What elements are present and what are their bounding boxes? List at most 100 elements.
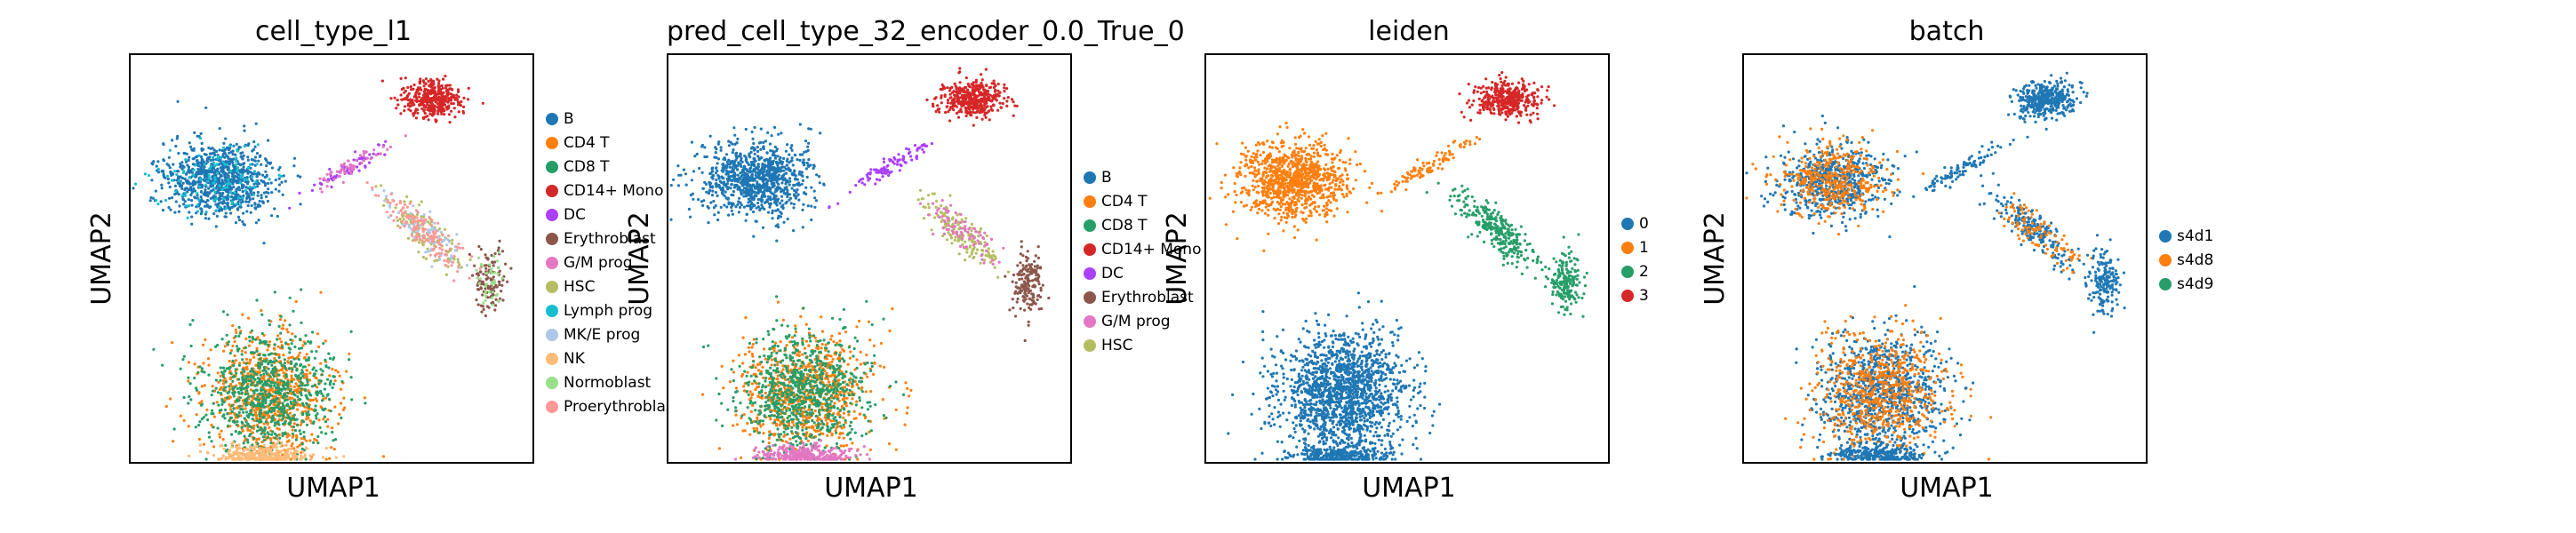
scatter-point: [445, 243, 449, 247]
scatter-point: [768, 197, 772, 201]
scatter-point: [345, 370, 348, 373]
scatter-point: [280, 346, 284, 349]
legend-label: B: [564, 109, 574, 128]
scatter-point: [435, 252, 438, 256]
scatter-point: [388, 205, 392, 209]
scatter-point: [268, 388, 271, 392]
scatter-point: [286, 361, 291, 364]
scatter-point: [444, 264, 448, 267]
scatter-point: [423, 111, 427, 115]
scatter-point: [234, 163, 237, 166]
scatter-point: [724, 183, 727, 187]
scatter-point: [399, 93, 403, 97]
scatter-point: [300, 419, 304, 423]
scatter-point: [288, 396, 292, 400]
scatter-point: [266, 199, 269, 203]
scatter-point: [446, 99, 450, 103]
scatter-point: [280, 441, 284, 444]
scatter-point: [804, 139, 808, 143]
scatter-point: [156, 167, 160, 171]
scatter-point: [228, 208, 232, 211]
scatter-point: [201, 343, 205, 346]
scatter-point: [268, 437, 272, 441]
scatter-point: [249, 171, 252, 174]
scatter-point: [268, 319, 271, 322]
scatter-point: [751, 203, 755, 206]
scatter-point: [740, 183, 744, 187]
scatter-point: [441, 94, 444, 98]
scatter-point: [300, 369, 304, 372]
scatter-point: [252, 448, 256, 451]
scatter-point: [215, 163, 219, 166]
scatter-point: [731, 166, 734, 170]
scatter-point: [236, 347, 239, 351]
scatter-point: [798, 158, 802, 162]
scatter-point: [452, 260, 455, 264]
scatter-point: [172, 427, 176, 431]
scatter-point: [725, 205, 729, 209]
scatter-point: [422, 96, 426, 99]
scatter-point: [305, 423, 309, 426]
scatter-point: [273, 356, 276, 361]
scatter-point: [712, 199, 716, 203]
scatter-point: [306, 383, 309, 386]
scatter-point: [254, 388, 258, 392]
scatter-point: [317, 382, 321, 386]
scatter-point: [288, 447, 292, 451]
scatter-point: [310, 408, 314, 411]
scatter-point: [282, 174, 285, 178]
scatter-point: [291, 428, 294, 432]
scatter-point: [669, 184, 673, 187]
scatter-point: [188, 394, 191, 398]
scatter-point: [813, 205, 817, 209]
scatter-point: [737, 211, 740, 214]
scatter-point: [252, 355, 256, 359]
scatter-point: [299, 457, 302, 461]
scatter-point: [258, 377, 261, 380]
scatter-point: [204, 188, 207, 192]
scatter-point: [780, 181, 784, 185]
scatter-point: [270, 417, 274, 420]
scatter-point: [220, 194, 224, 197]
scatter-point: [228, 151, 231, 155]
scatter-point: [802, 158, 805, 162]
scatter-point: [300, 346, 304, 350]
scatter-point: [232, 179, 236, 183]
scatter-point: [769, 149, 772, 153]
scatter-point: [244, 200, 248, 203]
scatter-point: [260, 313, 264, 316]
scatter-point: [239, 205, 243, 209]
scatter-point: [191, 183, 195, 187]
scatter-point: [504, 262, 508, 266]
scatter-point: [193, 131, 196, 134]
scatter-point: [256, 185, 260, 188]
scatter-point: [349, 164, 353, 168]
scatter-point: [779, 155, 782, 160]
scatter-point: [270, 381, 275, 385]
scatter-point: [252, 409, 256, 412]
scatter-point: [288, 347, 292, 351]
scatter-point: [819, 131, 822, 135]
scatter-point: [190, 199, 194, 203]
scatter-point: [260, 362, 263, 366]
scatter-point: [180, 176, 184, 180]
scatter-point: [252, 392, 256, 395]
scatter-point: [387, 216, 390, 219]
scatter-point: [779, 190, 783, 194]
scatter-point: [252, 375, 255, 378]
scatter-point: [234, 335, 237, 338]
scatter-point: [257, 453, 260, 457]
scatter-point: [709, 201, 713, 204]
scatter-point: [187, 454, 190, 457]
scatter-point: [759, 171, 763, 175]
scatter-point: [229, 157, 233, 161]
scatter-point: [498, 283, 501, 287]
scatter-point: [421, 240, 426, 243]
scatter-point: [306, 397, 309, 401]
scatter-point: [226, 173, 229, 177]
scatter-point: [199, 207, 203, 211]
legend-label: DC: [564, 205, 586, 224]
plot-area: [667, 53, 1072, 464]
scatter-point: [682, 168, 685, 171]
scatter-point: [412, 220, 415, 224]
